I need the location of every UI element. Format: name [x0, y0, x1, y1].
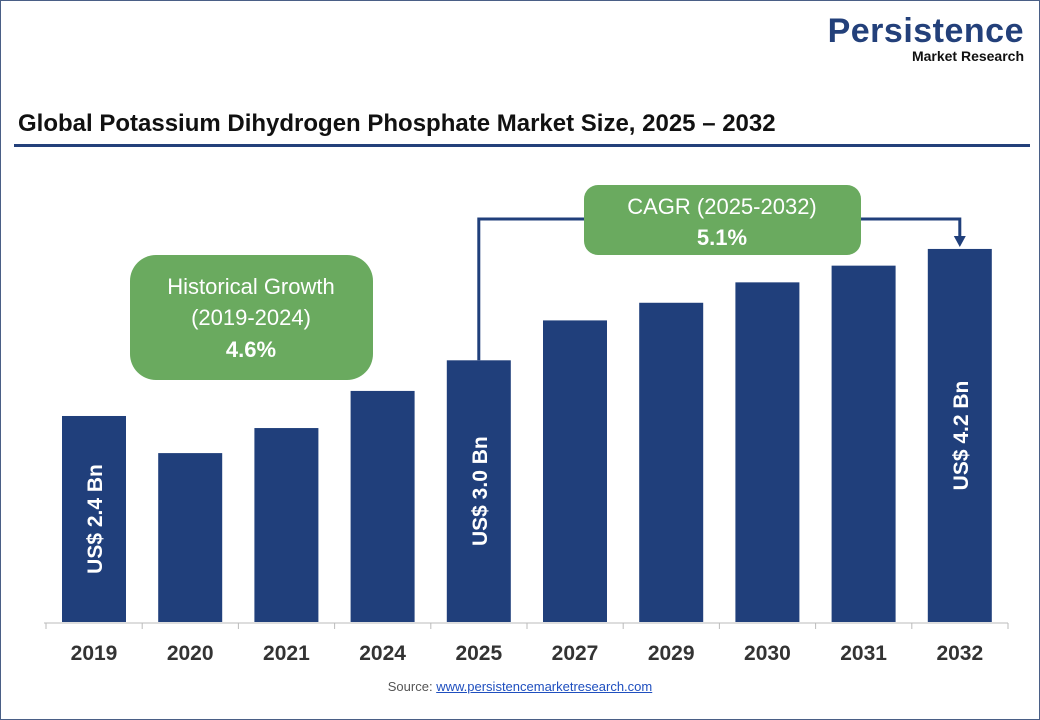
historical-growth-period: (2019-2024): [191, 305, 311, 330]
bar-2025: [446, 360, 511, 622]
data-label: US$ 2.4 Bn: [84, 464, 107, 574]
data-label: US$ 4.2 Bn: [950, 381, 973, 491]
cagr-callout: [584, 185, 861, 255]
data-label: US$ 3.0 Bn: [469, 436, 492, 546]
x-tick-label: 2030: [744, 642, 791, 665]
title-divider: [14, 144, 1030, 147]
bar-2032: [927, 248, 992, 622]
bar-2021: [254, 428, 319, 622]
source-note: Source: www.persistencemarketresearch.co…: [0, 679, 1040, 694]
x-tick-label: 2019: [71, 642, 118, 665]
historical-growth-value: 4.6%: [226, 337, 276, 362]
x-tick-label: 2020: [167, 642, 214, 665]
x-tick-label: 2027: [552, 642, 599, 665]
x-tick-label: 2024: [359, 642, 406, 665]
x-tick-label: 2031: [840, 642, 887, 665]
bar-2029: [639, 302, 704, 622]
bar-2019: [62, 415, 126, 622]
bar-2027: [543, 320, 607, 622]
bar-2030: [735, 282, 800, 622]
x-tick-label: 2029: [648, 642, 695, 665]
x-tick-label: 2021: [263, 642, 310, 665]
bar-2024: [350, 390, 415, 622]
source-link[interactable]: www.persistencemarketresearch.com: [436, 679, 653, 694]
x-tick-label: 2025: [455, 642, 502, 665]
source-label: Source:: [387, 679, 433, 694]
logo-main-text: Persistence: [827, 12, 1024, 50]
bar-2031: [831, 265, 896, 622]
arrow-down-icon: [953, 236, 966, 247]
chart-title: Global Potassium Dihydrogen Phosphate Ma…: [18, 110, 776, 137]
cagr-value: 5.1%: [697, 225, 747, 250]
cagr-label: CAGR (2025-2032): [627, 194, 817, 219]
x-tick-label: 2032: [936, 642, 983, 665]
logo-sub-text: Market Research: [911, 48, 1024, 64]
historical-growth-label: Historical Growth: [167, 274, 334, 299]
historical-growth-callout: [130, 255, 373, 380]
logo: Persistence Market Research: [828, 14, 1024, 64]
bar-2020: [158, 453, 223, 622]
